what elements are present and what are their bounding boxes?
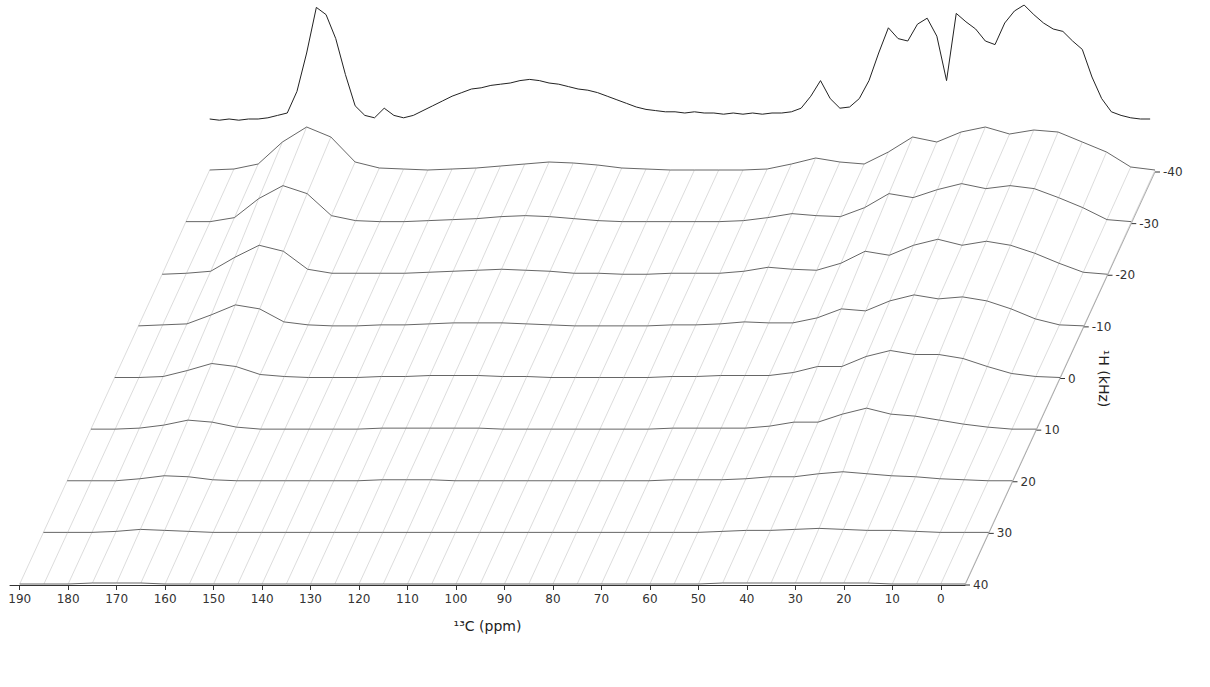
svg-text:150: 150 bbox=[202, 592, 225, 606]
svg-text:0: 0 bbox=[937, 592, 945, 606]
svg-text:20: 20 bbox=[836, 592, 851, 606]
svg-text:190: 190 bbox=[8, 592, 31, 606]
svg-text:10: 10 bbox=[1044, 423, 1059, 437]
svg-text:130: 130 bbox=[299, 592, 322, 606]
svg-text:90: 90 bbox=[497, 592, 512, 606]
svg-text:160: 160 bbox=[154, 592, 177, 606]
svg-text:140: 140 bbox=[251, 592, 274, 606]
svg-text:0: 0 bbox=[1068, 372, 1076, 386]
svg-text:10: 10 bbox=[885, 592, 900, 606]
svg-text:100: 100 bbox=[445, 592, 468, 606]
svg-text:30: 30 bbox=[788, 592, 803, 606]
svg-text:60: 60 bbox=[642, 592, 657, 606]
svg-text:-10: -10 bbox=[1092, 320, 1112, 334]
svg-text:80: 80 bbox=[545, 592, 560, 606]
svg-text:70: 70 bbox=[594, 592, 609, 606]
svg-text:40: 40 bbox=[739, 592, 754, 606]
svg-text:20: 20 bbox=[1021, 475, 1036, 489]
svg-text:30: 30 bbox=[997, 526, 1012, 540]
svg-text:¹³C (ppm): ¹³C (ppm) bbox=[454, 618, 522, 634]
svg-text:¹H (kHz): ¹H (kHz) bbox=[1096, 350, 1112, 408]
svg-text:50: 50 bbox=[691, 592, 706, 606]
svg-text:180: 180 bbox=[57, 592, 80, 606]
svg-text:120: 120 bbox=[348, 592, 371, 606]
svg-text:-40: -40 bbox=[1163, 165, 1183, 179]
svg-text:170: 170 bbox=[105, 592, 128, 606]
svg-text:40: 40 bbox=[973, 578, 988, 592]
svg-text:110: 110 bbox=[396, 592, 419, 606]
svg-text:-20: -20 bbox=[1116, 268, 1136, 282]
svg-text:-30: -30 bbox=[1139, 217, 1159, 231]
